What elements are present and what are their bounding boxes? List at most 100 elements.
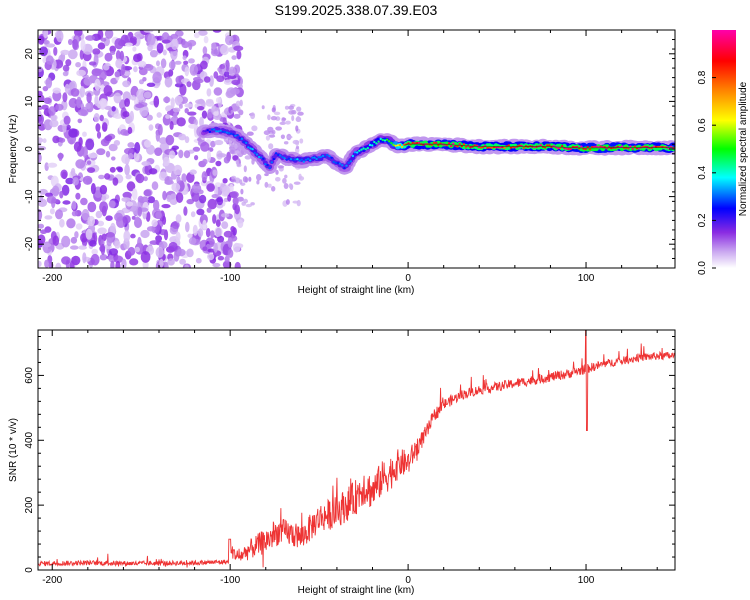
ridge-cell <box>210 128 214 131</box>
y-tick-label: 20 <box>24 48 35 60</box>
noise-blob <box>38 137 44 144</box>
noise-blob <box>45 77 53 89</box>
ridge-cell <box>507 144 510 147</box>
noise-blob <box>130 233 136 239</box>
noise-blob <box>80 197 88 206</box>
noise-blob <box>79 86 85 98</box>
noise-blob <box>113 140 121 146</box>
noise-blob <box>76 69 86 77</box>
noise-blob <box>70 167 76 177</box>
noise-blob <box>70 245 79 250</box>
noise-blob <box>133 66 138 73</box>
noise-blob <box>77 118 83 124</box>
noise-blob <box>43 40 50 45</box>
noise-blob <box>119 50 125 62</box>
noise-blob <box>175 75 184 85</box>
noise-blob <box>227 249 234 258</box>
noise-blob <box>251 125 258 132</box>
noise-blob <box>106 237 112 247</box>
noise-blob <box>206 88 212 97</box>
y-tick-label: -20 <box>24 237 35 252</box>
ridge-signal <box>196 122 675 175</box>
noise-blob <box>52 235 60 246</box>
noise-blob <box>275 126 282 131</box>
noise-blob <box>197 106 205 111</box>
ridge-cell <box>432 141 436 144</box>
noise-blob <box>284 105 290 110</box>
noise-blob <box>81 209 90 221</box>
noise-blob <box>88 61 97 66</box>
noise-blob <box>120 129 128 136</box>
noise-blob <box>45 55 54 65</box>
noise-blob <box>38 223 44 229</box>
noise-blob <box>237 219 244 229</box>
noise-blob <box>156 60 160 67</box>
ridge-cell <box>221 130 224 133</box>
noise-blob <box>271 186 276 192</box>
noise-blob <box>205 228 211 238</box>
noise-blob <box>38 209 43 221</box>
noise-blob <box>231 79 241 85</box>
noise-blob <box>59 190 64 199</box>
ridge-cell <box>595 145 598 148</box>
noise-blob <box>155 246 164 258</box>
noise-blob <box>127 142 135 148</box>
noise-blob <box>176 248 186 257</box>
noise-blob <box>283 183 289 189</box>
noise-blob <box>188 237 197 245</box>
ridge-cell <box>546 144 549 147</box>
x-tick-label: -200 <box>42 273 62 284</box>
noise-blob <box>183 60 189 65</box>
ridge-cell <box>315 157 318 161</box>
ridge-cell <box>499 146 502 149</box>
noise-blob <box>285 120 291 125</box>
noise-blob <box>207 253 215 261</box>
ridge-cell <box>341 164 344 167</box>
noise-blob <box>146 114 153 121</box>
noise-blob <box>40 229 48 234</box>
ridge-cell <box>390 142 393 145</box>
noise-blob <box>236 163 242 168</box>
noise-blob <box>224 255 230 263</box>
noise-blob <box>99 70 107 81</box>
noise-blob <box>134 216 140 225</box>
noise-blob <box>201 110 208 119</box>
noise-blob <box>172 107 181 113</box>
noise-blob <box>159 241 168 249</box>
noise-blob <box>111 156 116 161</box>
ridge-cell <box>302 160 305 163</box>
ridge-cell <box>242 140 246 143</box>
noise-blob <box>217 235 225 243</box>
noise-blob <box>178 103 183 109</box>
noise-blob <box>59 137 66 143</box>
x-tick-label: -100 <box>220 575 240 586</box>
noise-blob <box>265 135 270 141</box>
noise-blob <box>220 213 230 218</box>
noise-blob <box>199 194 207 204</box>
noise-blob <box>82 146 88 159</box>
noise-blob <box>79 49 84 60</box>
ridge-cell <box>486 146 489 149</box>
noise-blob <box>56 30 64 43</box>
ridge-cell <box>345 164 348 167</box>
noise-blob <box>115 260 121 268</box>
noise-blob <box>110 260 115 268</box>
ridge-cell <box>334 161 338 164</box>
ridge-cell <box>353 151 357 154</box>
ridge-cell <box>464 145 468 148</box>
ridge-cell <box>255 153 259 156</box>
ridge-cell <box>548 144 551 147</box>
noise-blob <box>92 48 101 55</box>
noise-blob <box>99 114 104 122</box>
ridge-cell <box>274 152 278 155</box>
noise-blob <box>242 176 248 183</box>
noise-blob <box>75 192 81 200</box>
noise-blob <box>184 66 190 77</box>
noise-blob <box>231 55 237 60</box>
y-tick-label: 0 <box>24 146 35 152</box>
noise-blob <box>72 38 79 50</box>
ridge-cell <box>247 146 250 149</box>
noise-blob <box>143 30 154 33</box>
noise-blob <box>245 203 252 208</box>
noise-blob <box>214 185 219 197</box>
